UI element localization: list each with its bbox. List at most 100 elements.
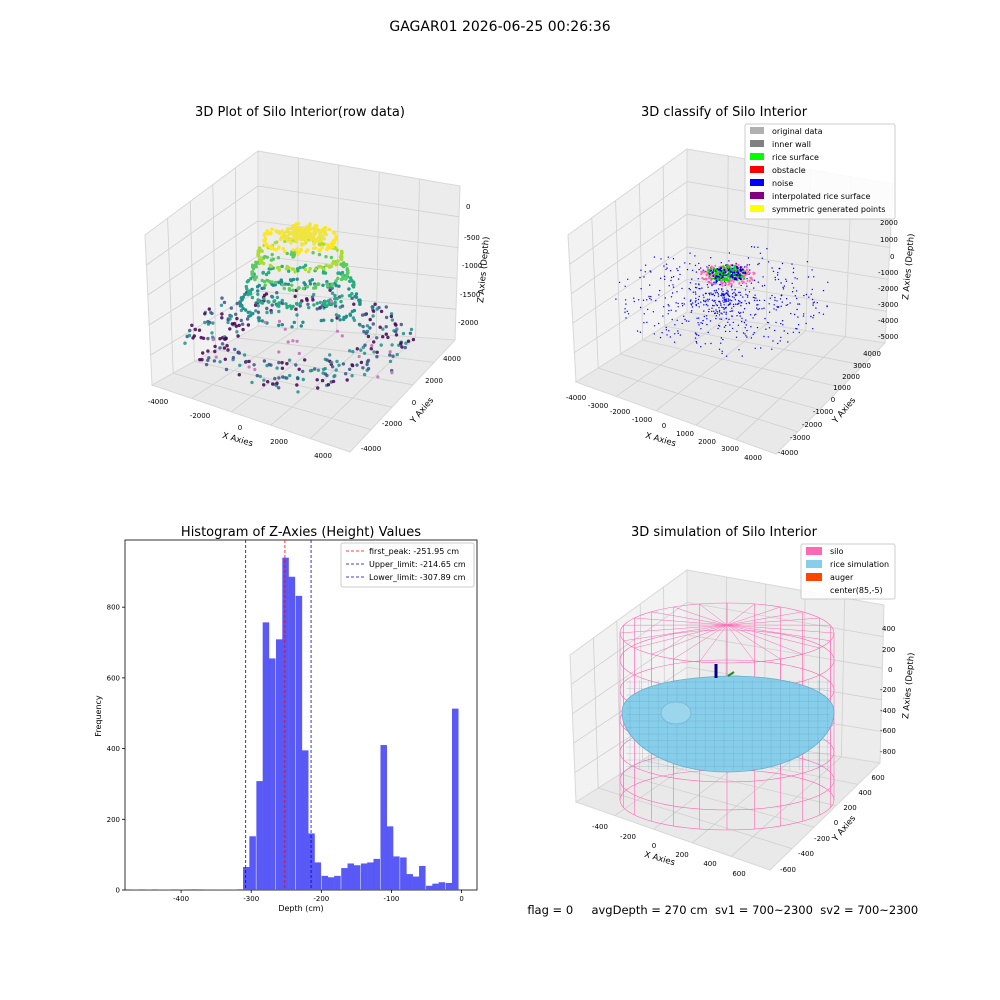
noise-point [721, 352, 723, 355]
noise-point [754, 294, 756, 296]
raw-point [210, 311, 214, 316]
raw-point [280, 229, 285, 233]
figure-title: GAGAR01 2026-06-25 00:26:36 [389, 19, 610, 35]
simulation-legend: silo rice simulation auger center(85,-5) [800, 543, 896, 600]
surface-point [720, 267, 723, 270]
noise-point [812, 304, 814, 306]
noise-point [639, 331, 642, 333]
noise-point [720, 337, 723, 339]
noise-point [718, 314, 721, 316]
silo-roof-wire [726, 624, 820, 649]
noise-point [643, 313, 645, 315]
wall-point [749, 276, 752, 279]
surface-point [722, 272, 725, 275]
noise-point [802, 315, 805, 317]
histogram-title: Histogram of Z-Axies (Height) Values [181, 525, 421, 540]
noise-point [663, 265, 665, 267]
noise-point [756, 299, 758, 302]
classify-3d-y-ticks: -4000 -3000 -2000 -1000 0 1000 2000 3000… [778, 350, 881, 457]
legend-label: original data [772, 127, 823, 136]
raw-point [277, 376, 281, 380]
raw-point [341, 362, 346, 366]
silo-roof-wire [673, 606, 728, 626]
noise-point [706, 284, 709, 286]
raw-point [301, 286, 306, 291]
raw-point [330, 365, 335, 369]
noise-point [761, 285, 764, 287]
noise-point [731, 315, 733, 318]
legend-swatch [750, 153, 764, 160]
cls-x-tick: -2000 [610, 408, 630, 416]
noise-point [722, 290, 724, 293]
raw-point [366, 334, 371, 339]
raw-point [200, 358, 204, 362]
sim-x-tick: -200 [620, 833, 636, 841]
noise-point [712, 304, 714, 307]
noise-point [665, 268, 667, 271]
noise-point [808, 296, 810, 298]
noise-point [677, 330, 679, 332]
noise-point [750, 246, 753, 248]
noise-point [732, 321, 734, 324]
noise-point [779, 298, 782, 300]
raw-point [277, 309, 281, 314]
raw-point [291, 288, 295, 292]
grid-line [167, 218, 174, 374]
noise-point [698, 334, 700, 337]
histogram-bar [386, 826, 394, 890]
cls-z-tick: -5000 [878, 333, 898, 341]
noise-point [761, 257, 763, 259]
raw-point [340, 270, 345, 275]
classify-3d-xlabel: X Axies [644, 431, 677, 449]
grid-line [375, 171, 380, 335]
raw-point [404, 341, 408, 345]
noise-point [746, 264, 748, 266]
wall-point [751, 279, 754, 281]
raw-point [313, 246, 318, 250]
raw-point [335, 359, 339, 364]
raw-point [226, 320, 230, 325]
sim-y-tick: 200 [843, 804, 856, 812]
legend-label: inner wall [772, 140, 811, 149]
sim-y-tick: -600 [780, 866, 796, 874]
raw-y-tick: -4000 [361, 445, 381, 453]
raw-point [371, 309, 376, 313]
noise-point [644, 271, 646, 273]
noise-point [720, 312, 722, 314]
noise-point [720, 304, 722, 306]
noise-point [700, 267, 702, 269]
noise-point [734, 293, 737, 295]
sim-x-tick: 200 [675, 851, 688, 859]
grid-line [686, 634, 883, 669]
noise-point [725, 299, 727, 302]
simulation-3d-y-ticks: 600 400 200 0 -200 -400 -600 [780, 774, 885, 874]
cls-y-tick: 4000 [863, 350, 881, 358]
cls-z-tick: 2000 [880, 219, 898, 227]
raw-point [243, 292, 247, 297]
noise-point [721, 288, 723, 290]
noise-point [719, 318, 721, 320]
noise-point [777, 342, 779, 345]
raw-point [224, 367, 229, 372]
noise-point [716, 310, 718, 313]
noise-point [653, 333, 655, 335]
raw-point [305, 297, 309, 301]
raw-point [213, 349, 217, 354]
raw-point [260, 319, 264, 323]
raw-point [390, 318, 395, 322]
noise-point [707, 305, 709, 307]
raw-point [240, 322, 245, 326]
noise-point [763, 299, 766, 302]
raw-x-tick: 2000 [270, 438, 288, 446]
noise-point [731, 300, 733, 302]
noise-point [708, 298, 711, 300]
raw-y-tick: -2000 [382, 420, 402, 428]
raw-point [351, 349, 355, 354]
noise-point [724, 264, 727, 266]
raw-point [292, 320, 296, 325]
legend-swatch [750, 205, 764, 212]
raw-point [295, 249, 299, 253]
raw-z-tick: -2000 [458, 319, 478, 327]
noise-point [669, 270, 672, 272]
raw-point [322, 318, 326, 322]
